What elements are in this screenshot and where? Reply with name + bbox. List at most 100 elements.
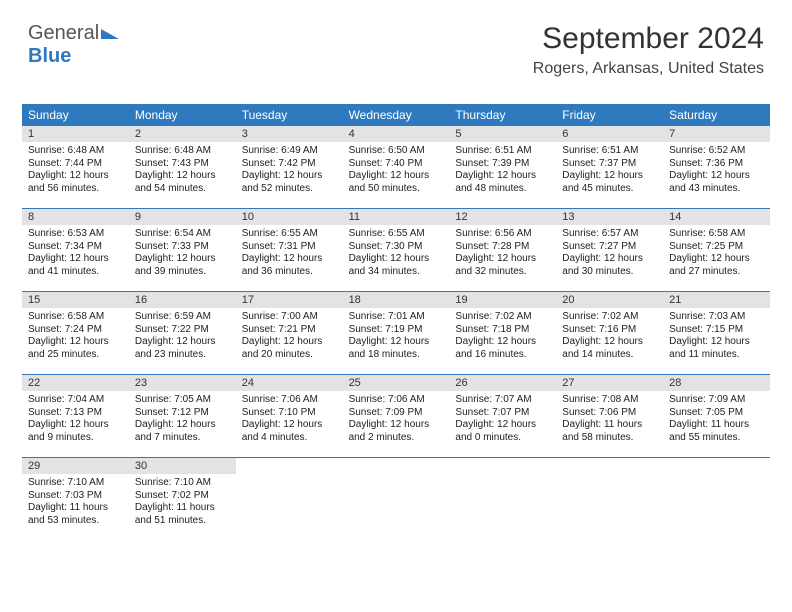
week-row: 15Sunrise: 6:58 AMSunset: 7:24 PMDayligh… — [22, 292, 770, 375]
weekday-friday: Friday — [556, 104, 663, 126]
day-info: Sunrise: 6:48 AMSunset: 7:43 PMDaylight:… — [129, 142, 236, 201]
day-info: Sunrise: 7:10 AMSunset: 7:02 PMDaylight:… — [129, 474, 236, 533]
day-number: 18 — [343, 292, 450, 308]
day-cell: 8Sunrise: 6:53 AMSunset: 7:34 PMDaylight… — [22, 209, 129, 291]
week-row: 1Sunrise: 6:48 AMSunset: 7:44 PMDaylight… — [22, 126, 770, 209]
day-cell: 9Sunrise: 6:54 AMSunset: 7:33 PMDaylight… — [129, 209, 236, 291]
day-number: 14 — [663, 209, 770, 225]
day-info: Sunrise: 7:03 AMSunset: 7:15 PMDaylight:… — [663, 308, 770, 367]
day-info: Sunrise: 6:52 AMSunset: 7:36 PMDaylight:… — [663, 142, 770, 201]
day-number: 5 — [449, 126, 556, 142]
day-info: Sunrise: 6:59 AMSunset: 7:22 PMDaylight:… — [129, 308, 236, 367]
day-cell: 10Sunrise: 6:55 AMSunset: 7:31 PMDayligh… — [236, 209, 343, 291]
day-cell: 3Sunrise: 6:49 AMSunset: 7:42 PMDaylight… — [236, 126, 343, 208]
day-cell: 23Sunrise: 7:05 AMSunset: 7:12 PMDayligh… — [129, 375, 236, 457]
day-info: Sunrise: 6:54 AMSunset: 7:33 PMDaylight:… — [129, 225, 236, 284]
day-number: 9 — [129, 209, 236, 225]
day-number: 2 — [129, 126, 236, 142]
weekday-header: SundayMondayTuesdayWednesdayThursdayFrid… — [22, 104, 770, 126]
day-info: Sunrise: 7:04 AMSunset: 7:13 PMDaylight:… — [22, 391, 129, 450]
day-number: 25 — [343, 375, 450, 391]
day-info: Sunrise: 6:49 AMSunset: 7:42 PMDaylight:… — [236, 142, 343, 201]
logo-triangle-icon — [101, 29, 119, 39]
day-info: Sunrise: 7:10 AMSunset: 7:03 PMDaylight:… — [22, 474, 129, 533]
day-cell: 5Sunrise: 6:51 AMSunset: 7:39 PMDaylight… — [449, 126, 556, 208]
day-cell: 27Sunrise: 7:08 AMSunset: 7:06 PMDayligh… — [556, 375, 663, 457]
day-info: Sunrise: 7:06 AMSunset: 7:10 PMDaylight:… — [236, 391, 343, 450]
week-row: 8Sunrise: 6:53 AMSunset: 7:34 PMDaylight… — [22, 209, 770, 292]
day-number: 16 — [129, 292, 236, 308]
day-info: Sunrise: 7:05 AMSunset: 7:12 PMDaylight:… — [129, 391, 236, 450]
day-info: Sunrise: 6:55 AMSunset: 7:31 PMDaylight:… — [236, 225, 343, 284]
day-info: Sunrise: 6:53 AMSunset: 7:34 PMDaylight:… — [22, 225, 129, 284]
day-cell: 28Sunrise: 7:09 AMSunset: 7:05 PMDayligh… — [663, 375, 770, 457]
logo-line2: Blue — [28, 45, 71, 67]
day-number: 11 — [343, 209, 450, 225]
day-number: 6 — [556, 126, 663, 142]
day-number: 13 — [556, 209, 663, 225]
day-number: 27 — [556, 375, 663, 391]
day-number: 30 — [129, 458, 236, 474]
day-info: Sunrise: 6:58 AMSunset: 7:25 PMDaylight:… — [663, 225, 770, 284]
day-number: 24 — [236, 375, 343, 391]
day-info: Sunrise: 7:00 AMSunset: 7:21 PMDaylight:… — [236, 308, 343, 367]
day-number: 26 — [449, 375, 556, 391]
day-number: 23 — [129, 375, 236, 391]
day-number: 21 — [663, 292, 770, 308]
weeks-container: 1Sunrise: 6:48 AMSunset: 7:44 PMDaylight… — [22, 126, 770, 540]
day-number: 8 — [22, 209, 129, 225]
day-cell: 12Sunrise: 6:56 AMSunset: 7:28 PMDayligh… — [449, 209, 556, 291]
weekday-wednesday: Wednesday — [343, 104, 450, 126]
day-cell: 17Sunrise: 7:00 AMSunset: 7:21 PMDayligh… — [236, 292, 343, 374]
day-number: 29 — [22, 458, 129, 474]
day-number: 20 — [556, 292, 663, 308]
logo-line1: General — [28, 22, 99, 44]
day-info: Sunrise: 6:58 AMSunset: 7:24 PMDaylight:… — [22, 308, 129, 367]
calendar: SundayMondayTuesdayWednesdayThursdayFrid… — [22, 104, 770, 540]
day-cell: 26Sunrise: 7:07 AMSunset: 7:07 PMDayligh… — [449, 375, 556, 457]
day-cell — [236, 458, 343, 540]
day-number — [556, 458, 663, 474]
day-cell: 7Sunrise: 6:52 AMSunset: 7:36 PMDaylight… — [663, 126, 770, 208]
day-info: Sunrise: 6:50 AMSunset: 7:40 PMDaylight:… — [343, 142, 450, 201]
weekday-thursday: Thursday — [449, 104, 556, 126]
day-info: Sunrise: 7:02 AMSunset: 7:18 PMDaylight:… — [449, 308, 556, 367]
day-cell — [449, 458, 556, 540]
day-number: 1 — [22, 126, 129, 142]
day-cell: 20Sunrise: 7:02 AMSunset: 7:16 PMDayligh… — [556, 292, 663, 374]
day-number: 22 — [22, 375, 129, 391]
day-number: 17 — [236, 292, 343, 308]
day-cell: 30Sunrise: 7:10 AMSunset: 7:02 PMDayligh… — [129, 458, 236, 540]
day-cell: 6Sunrise: 6:51 AMSunset: 7:37 PMDaylight… — [556, 126, 663, 208]
day-number: 15 — [22, 292, 129, 308]
day-info: Sunrise: 6:48 AMSunset: 7:44 PMDaylight:… — [22, 142, 129, 201]
day-info: Sunrise: 6:57 AMSunset: 7:27 PMDaylight:… — [556, 225, 663, 284]
day-cell: 19Sunrise: 7:02 AMSunset: 7:18 PMDayligh… — [449, 292, 556, 374]
page-title: September 2024 — [533, 22, 764, 56]
title-block: September 2024 Rogers, Arkansas, United … — [533, 22, 764, 78]
day-info: Sunrise: 6:55 AMSunset: 7:30 PMDaylight:… — [343, 225, 450, 284]
day-info: Sunrise: 6:51 AMSunset: 7:39 PMDaylight:… — [449, 142, 556, 201]
day-cell — [343, 458, 450, 540]
day-number: 3 — [236, 126, 343, 142]
day-cell: 14Sunrise: 6:58 AMSunset: 7:25 PMDayligh… — [663, 209, 770, 291]
day-cell: 4Sunrise: 6:50 AMSunset: 7:40 PMDaylight… — [343, 126, 450, 208]
day-number — [236, 458, 343, 474]
weekday-tuesday: Tuesday — [236, 104, 343, 126]
day-info: Sunrise: 7:07 AMSunset: 7:07 PMDaylight:… — [449, 391, 556, 450]
day-number: 12 — [449, 209, 556, 225]
day-number — [449, 458, 556, 474]
day-info: Sunrise: 7:02 AMSunset: 7:16 PMDaylight:… — [556, 308, 663, 367]
day-cell: 29Sunrise: 7:10 AMSunset: 7:03 PMDayligh… — [22, 458, 129, 540]
day-number: 19 — [449, 292, 556, 308]
week-row: 22Sunrise: 7:04 AMSunset: 7:13 PMDayligh… — [22, 375, 770, 458]
weekday-monday: Monday — [129, 104, 236, 126]
day-cell: 21Sunrise: 7:03 AMSunset: 7:15 PMDayligh… — [663, 292, 770, 374]
day-cell — [663, 458, 770, 540]
day-number: 4 — [343, 126, 450, 142]
day-cell: 2Sunrise: 6:48 AMSunset: 7:43 PMDaylight… — [129, 126, 236, 208]
week-row: 29Sunrise: 7:10 AMSunset: 7:03 PMDayligh… — [22, 458, 770, 540]
day-cell: 18Sunrise: 7:01 AMSunset: 7:19 PMDayligh… — [343, 292, 450, 374]
day-cell: 22Sunrise: 7:04 AMSunset: 7:13 PMDayligh… — [22, 375, 129, 457]
day-cell: 11Sunrise: 6:55 AMSunset: 7:30 PMDayligh… — [343, 209, 450, 291]
